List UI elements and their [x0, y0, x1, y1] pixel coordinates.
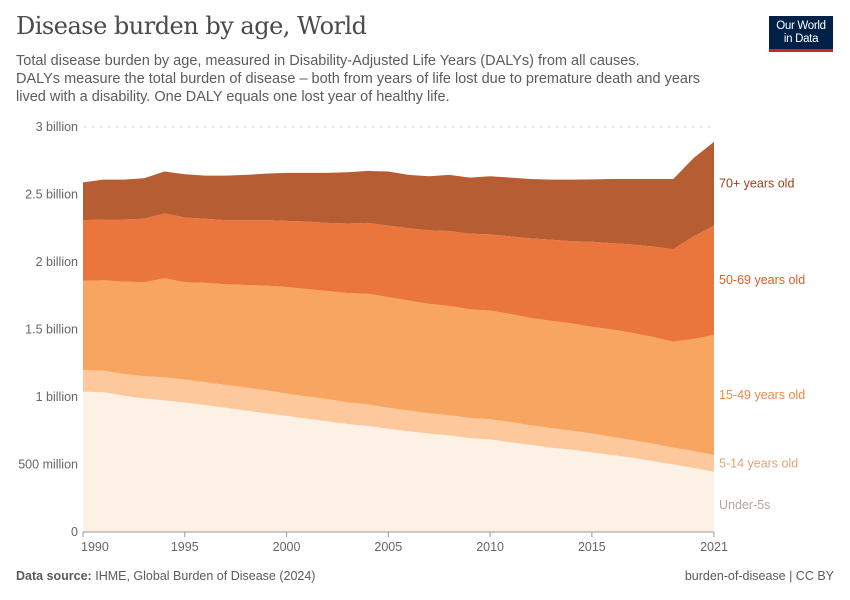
- area-70-years-old: [83, 141, 714, 250]
- x-tick-label: 2010: [476, 540, 504, 554]
- area-5-14-years-old: [83, 370, 714, 472]
- series-label: 70+ years old: [719, 177, 794, 191]
- data-source: Data source: IHME, Global Burden of Dise…: [16, 569, 315, 583]
- series-labels: Under-5s 5-14 years old 15-49 years old 50-…: [719, 177, 805, 512]
- y-tick-label: 3 billion: [36, 120, 78, 134]
- source-label: Data source:: [16, 569, 92, 583]
- license-link[interactable]: burden-of-disease | CC BY: [684, 569, 834, 583]
- source-link[interactable]: IHME, Global Burden of Disease (2024): [95, 569, 316, 583]
- x-tick-label: 2015: [578, 540, 606, 554]
- y-tick-label: 500 million: [18, 458, 78, 472]
- chart-title: Disease burden by age, World: [16, 12, 367, 40]
- logo-line: in Data: [783, 32, 819, 45]
- series-label: 5-14 years old: [719, 456, 798, 470]
- x-tick-label: 2021: [700, 540, 728, 554]
- subtitle-line: Total disease burden by age, measured in…: [16, 53, 640, 69]
- area-15-49-years-old: [83, 278, 714, 456]
- subtitle-line: lived with a disability. One DALY equals…: [16, 89, 450, 105]
- logo-line: Our World: [776, 19, 826, 32]
- owid-logo[interactable]: Our World in Data: [769, 16, 833, 52]
- x-tick-label: 1990: [81, 540, 109, 554]
- axes: 0 500 million 1 billion 1.5 billion 2 billio…: [18, 120, 728, 554]
- series-label: 50-69 years old: [719, 273, 805, 287]
- areas: [83, 141, 714, 532]
- area-50-69-years-old: [83, 213, 714, 342]
- stacked-area-chart: 0 500 million 1 billion 1.5 billion 2 billio…: [18, 120, 805, 554]
- chart-subtitle: Total disease burden by age, measured in…: [16, 52, 736, 106]
- subtitle-line: DALYs measure the total burden of diseas…: [16, 71, 701, 87]
- area-under-5s: [83, 391, 714, 532]
- series-label: Under-5s: [719, 498, 770, 512]
- y-tick-label: 2.5 billion: [25, 188, 78, 202]
- y-tick-label: 1.5 billion: [25, 323, 78, 337]
- series-label: 15-49 years old: [719, 388, 805, 402]
- x-tick-label: 2000: [273, 540, 301, 554]
- y-tick-label: 0: [71, 525, 78, 539]
- y-tick-label: 2 billion: [36, 255, 78, 269]
- x-tick-label: 1995: [171, 540, 199, 554]
- y-tick-label: 1 billion: [36, 390, 78, 404]
- x-tick-label: 2005: [374, 540, 402, 554]
